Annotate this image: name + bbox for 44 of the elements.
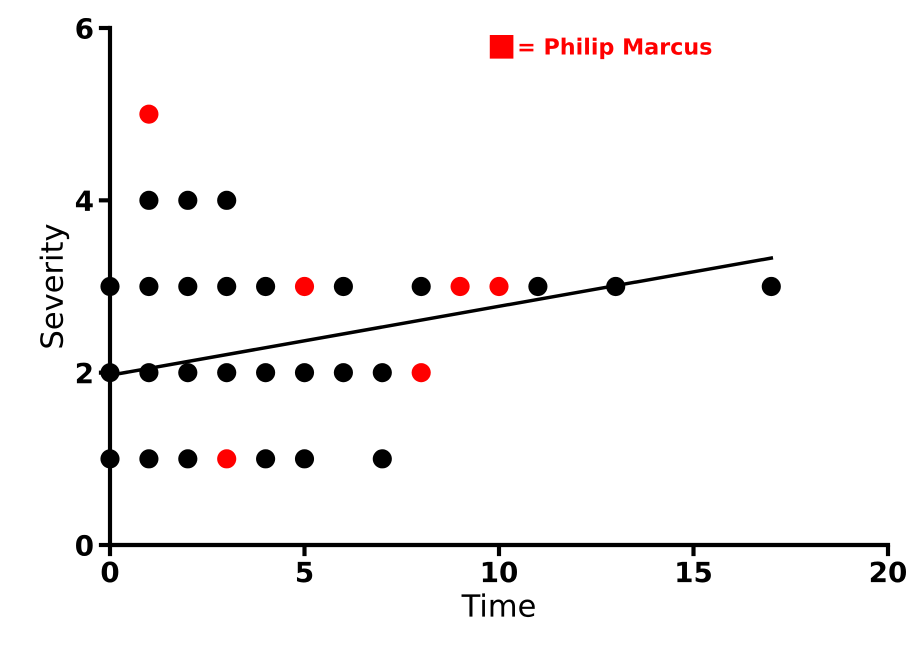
y-tick-label: 0 [76,534,93,556]
point [334,363,353,382]
point [528,276,548,296]
point [178,449,198,468]
point [606,276,626,296]
point [450,276,470,296]
y-axis-title: Severity [40,224,70,348]
point [412,276,431,296]
legend-label: = Philip Marcus [520,38,712,60]
point [178,190,198,210]
point [294,276,314,296]
point [217,190,236,210]
point [178,276,198,296]
point [139,104,158,124]
point [372,363,392,382]
point [762,276,781,296]
x-tick-label: 20 [870,561,906,582]
point [139,449,158,468]
y-tick-label: 2 [76,362,92,384]
x-tick-label: 15 [677,562,711,582]
point [217,276,236,296]
point [256,449,276,468]
point [139,363,158,382]
point [139,190,158,210]
point [100,276,120,296]
point [100,449,120,468]
x-axis-title: Time [462,593,535,618]
x-tick-label: 10 [482,561,517,582]
x-tick-label: 0 [102,561,118,582]
point [217,363,236,382]
point [294,363,314,382]
point [489,276,509,296]
point [412,363,431,382]
point [256,276,276,296]
y-tick-label: 4 [76,190,93,211]
point [334,276,353,296]
point [178,363,198,382]
point [139,276,158,296]
y-tick-label: 6 [76,18,93,39]
point [372,449,392,468]
point [256,363,276,382]
point [217,449,236,468]
point [294,449,314,468]
x-tick-label: 5 [296,562,312,582]
